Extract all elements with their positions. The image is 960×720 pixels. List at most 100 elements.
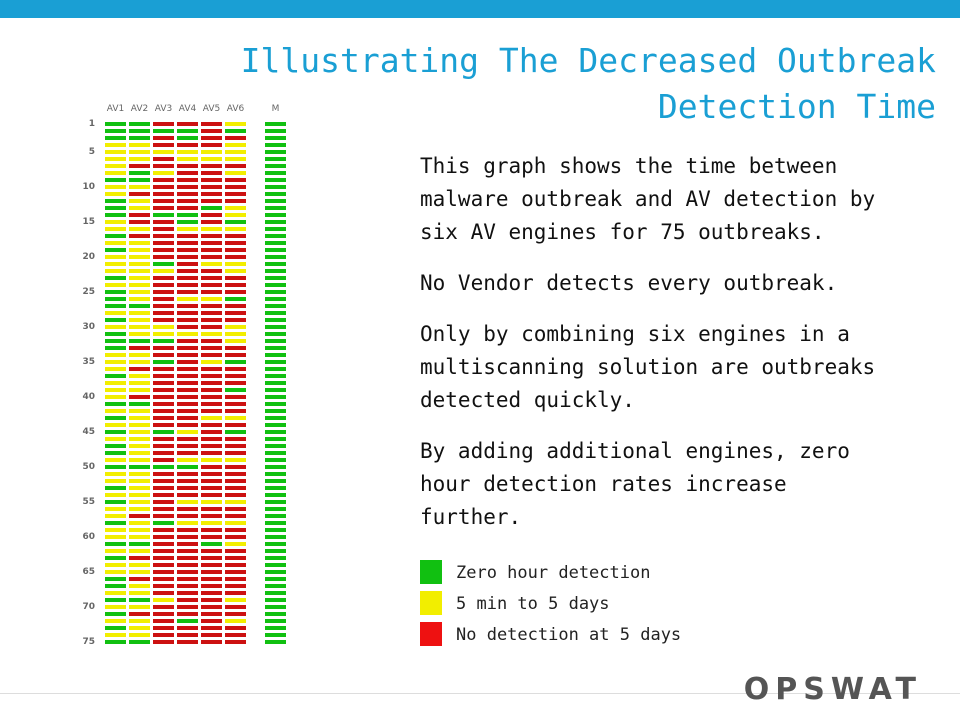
column-label-av3: AV3 <box>155 104 172 114</box>
heatmap-cell <box>177 360 198 364</box>
heatmap-cell <box>105 507 126 511</box>
heatmap-cell <box>105 430 126 434</box>
heatmap-cell <box>201 374 222 378</box>
heatmap-cell <box>225 486 246 490</box>
top-accent-bar <box>0 0 960 18</box>
heatmap-cell <box>201 234 222 238</box>
heatmap-cell <box>153 374 174 378</box>
title-line-1: Illustrating The Decreased Outbreak <box>240 41 936 80</box>
heatmap-cell <box>105 619 126 623</box>
heatmap-cell <box>265 213 286 217</box>
heatmap-cell <box>153 269 174 273</box>
heatmap-cell <box>105 388 126 392</box>
heatmap-cell <box>265 136 286 140</box>
heatmap-cell <box>129 276 150 280</box>
heatmap-cell <box>153 185 174 189</box>
row-tick-label: 35 <box>82 357 95 367</box>
legend-swatch-red <box>420 622 442 646</box>
heatmap-cell <box>105 542 126 546</box>
heatmap-cell <box>265 570 286 574</box>
heatmap-cell <box>177 409 198 413</box>
heatmap-cell <box>265 612 286 616</box>
heatmap-cell <box>225 220 246 224</box>
heatmap-cell <box>105 304 126 308</box>
heatmap-cell <box>153 402 174 406</box>
heatmap-cell <box>177 332 198 336</box>
heatmap-cell <box>201 402 222 406</box>
heatmap-cell <box>153 416 174 420</box>
heatmap-cell <box>225 521 246 525</box>
heatmap-cell <box>129 451 150 455</box>
heatmap-cell <box>177 493 198 497</box>
heatmap-cell <box>225 325 246 329</box>
heatmap-cell <box>201 143 222 147</box>
heatmap-cell <box>177 549 198 553</box>
heatmap-cell <box>225 619 246 623</box>
heatmap-cell <box>153 626 174 630</box>
heatmap-cell <box>129 297 150 301</box>
heatmap-cell <box>177 626 198 630</box>
row-tick-label: 65 <box>82 567 95 577</box>
heatmap-cell <box>153 178 174 182</box>
heatmap-cell <box>129 493 150 497</box>
heatmap-cell <box>265 374 286 378</box>
heatmap-cell <box>105 535 126 539</box>
heatmap-cell <box>153 255 174 259</box>
heatmap-cell <box>177 556 198 560</box>
heatmap-cell <box>177 353 198 357</box>
heatmap-cell <box>129 150 150 154</box>
heatmap-cell <box>201 206 222 210</box>
heatmap-cell <box>105 171 126 175</box>
heatmap-cell <box>265 521 286 525</box>
heatmap-cell <box>177 276 198 280</box>
heatmap-cell <box>177 633 198 637</box>
heatmap-cell <box>129 290 150 294</box>
heatmap-cell <box>201 220 222 224</box>
heatmap-cell <box>153 619 174 623</box>
heatmap-cell <box>225 563 246 567</box>
heatmap-cell <box>177 605 198 609</box>
heatmap-cell <box>225 598 246 602</box>
heatmap-cell <box>105 528 126 532</box>
heatmap-cell <box>129 360 150 364</box>
heatmap-cell <box>265 311 286 315</box>
column-label-av6: AV6 <box>227 104 245 114</box>
heatmap-cell <box>153 353 174 357</box>
heatmap-cell <box>105 570 126 574</box>
heatmap-cell <box>225 493 246 497</box>
heatmap-cell <box>265 143 286 147</box>
heatmap-cell <box>201 633 222 637</box>
heatmap-cell <box>225 409 246 413</box>
heatmap-cell <box>201 395 222 399</box>
heatmap-cell <box>105 367 126 371</box>
legend-label-5min-5days: 5 min to 5 days <box>456 594 610 614</box>
heatmap-cell <box>177 248 198 252</box>
heatmap-cell <box>129 374 150 378</box>
heatmap-cell <box>153 304 174 308</box>
row-tick-label: 30 <box>82 322 95 332</box>
heatmap-cell <box>201 381 222 385</box>
heatmap-cell <box>153 444 174 448</box>
heatmap-cell <box>105 556 126 560</box>
column-label-av1: AV1 <box>107 104 124 114</box>
heatmap-cell <box>105 633 126 637</box>
heatmap-cell <box>201 409 222 413</box>
heatmap-cell <box>129 535 150 539</box>
heatmap-cell <box>201 157 222 161</box>
footer-divider <box>0 693 960 694</box>
heatmap-cell <box>177 206 198 210</box>
heatmap-cell <box>225 157 246 161</box>
heatmap-cell <box>129 332 150 336</box>
heatmap-cell <box>201 164 222 168</box>
heatmap-cell <box>177 136 198 140</box>
heatmap-cell <box>201 423 222 427</box>
heatmap-cell <box>105 213 126 217</box>
heatmap-cell <box>129 136 150 140</box>
heatmap-cell <box>129 122 150 126</box>
heatmap-cell <box>105 227 126 231</box>
heatmap-cell <box>201 388 222 392</box>
heatmap-cell <box>129 157 150 161</box>
heatmap-cell <box>265 493 286 497</box>
heatmap-cell <box>153 423 174 427</box>
heatmap-cell <box>129 388 150 392</box>
